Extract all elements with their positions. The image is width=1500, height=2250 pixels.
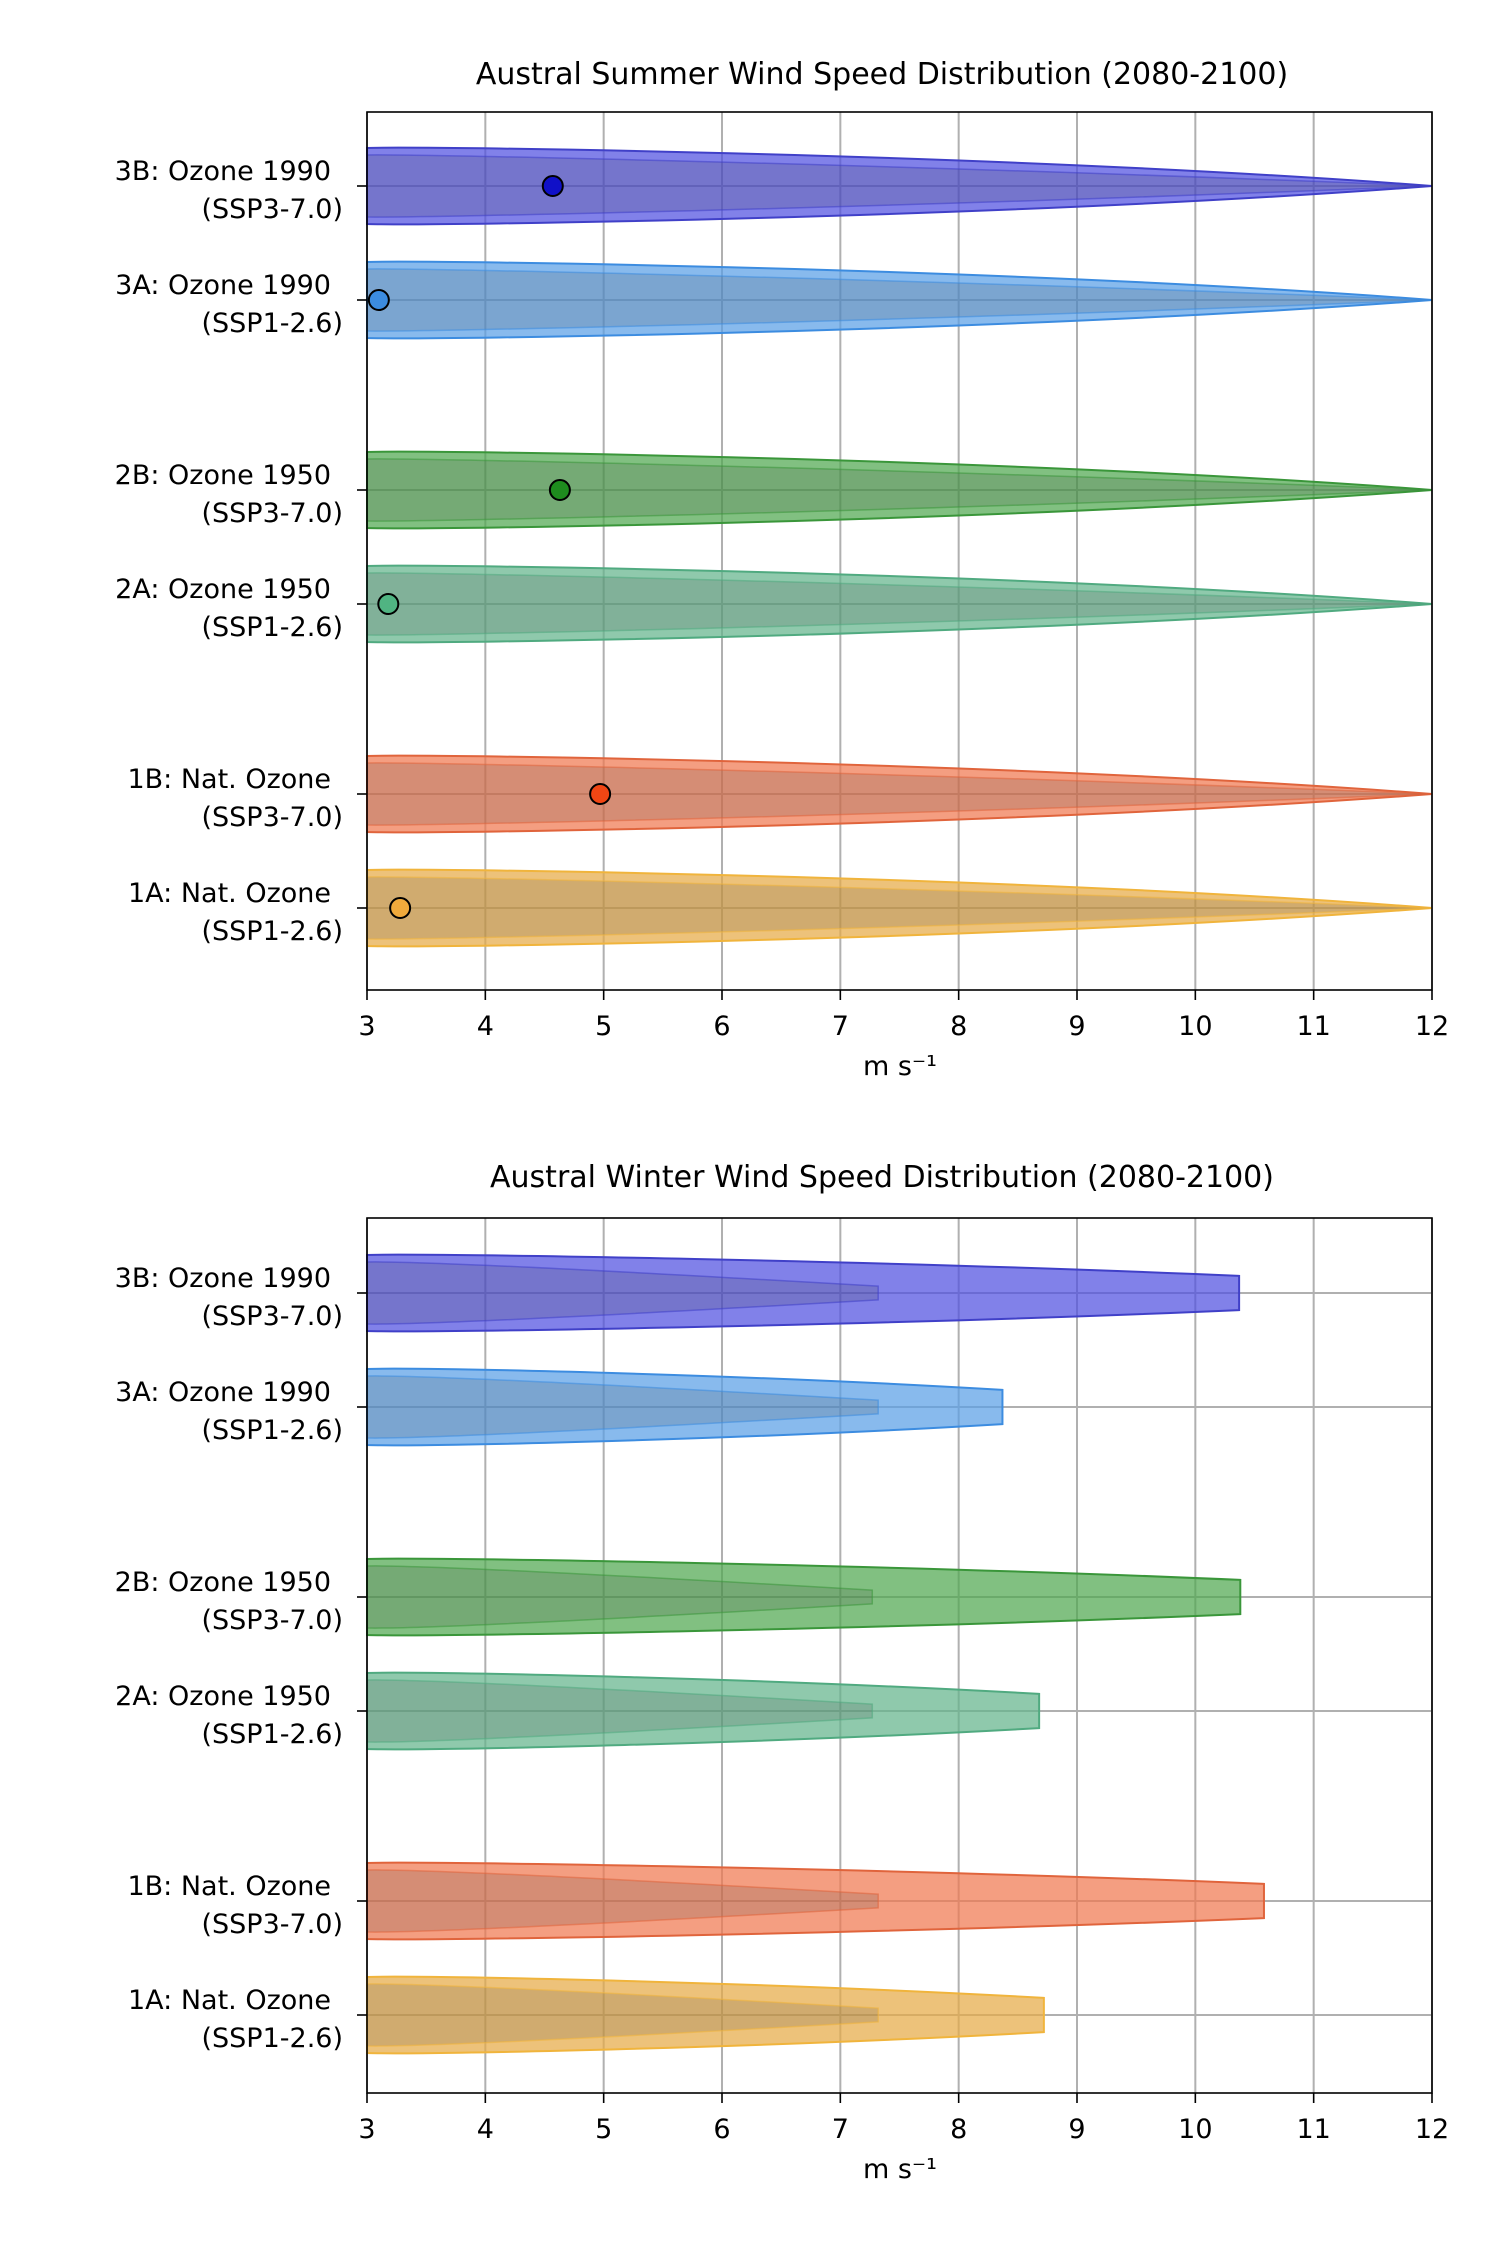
row-label-scenario: (SSP3-7.0) — [202, 498, 344, 529]
summer-title: Austral Summer Wind Speed Distribution (… — [476, 57, 1288, 92]
violin-outer-body — [366, 1975, 1045, 2055]
x-tick-label: 4 — [477, 1011, 494, 1042]
row-label: 3A: Ozone 1990 — [115, 1377, 331, 1408]
x-tick-label: 12 — [1415, 2114, 1449, 2145]
row-label-scenario: (SSP1-2.6) — [202, 916, 344, 947]
row-label: 1A: Nat. Ozone — [128, 878, 331, 909]
row-label-scenario: (SSP3-7.0) — [202, 1301, 344, 1332]
violin-0 — [366, 146, 1433, 226]
mean-marker — [377, 593, 400, 615]
grid — [366, 112, 1433, 990]
mean-marker — [367, 289, 390, 311]
row-label: 2B: Ozone 1950 — [115, 1567, 331, 1598]
violin-outer-body — [366, 1861, 1265, 1941]
summer-panel: Austral Summer Wind Speed Distribution (… — [115, 57, 1450, 1082]
row-label: 2A: Ozone 1950 — [115, 1681, 331, 1712]
violin-5 — [366, 868, 1433, 948]
x-tick-label: 7 — [832, 1011, 849, 1042]
x-tick-label: 8 — [950, 2114, 967, 2145]
x-tick-label: 5 — [595, 1011, 612, 1042]
violin-outer-body — [366, 1557, 1242, 1637]
violin-1 — [366, 1367, 1004, 1447]
violin-2 — [366, 1557, 1242, 1637]
summer-x-axis-label: m s⁻¹ — [863, 1051, 937, 1082]
row-label: 2B: Ozone 1950 — [115, 460, 331, 491]
row-label-scenario: (SSP1-2.6) — [202, 1719, 344, 1750]
x-tick-label: 12 — [1415, 1011, 1449, 1042]
violin-inner-body — [366, 1375, 879, 1439]
x-tick-label: 8 — [950, 1011, 967, 1042]
row-label-scenario: (SSP3-7.0) — [202, 1605, 344, 1636]
violin-inner-body — [366, 1261, 879, 1325]
row-label-scenario: (SSP1-2.6) — [202, 1415, 344, 1446]
row-label-scenario: (SSP3-7.0) — [202, 802, 344, 833]
x-tick-label: 6 — [713, 1011, 730, 1042]
x-tick-label: 9 — [1068, 1011, 1085, 1042]
mean-marker — [548, 479, 571, 501]
winter-x-axis-label: m s⁻¹ — [863, 2154, 937, 2185]
violin-5 — [366, 1975, 1045, 2055]
violin-inner-body — [366, 1983, 879, 2047]
grid — [366, 1218, 1433, 2093]
violin-4 — [366, 1861, 1265, 1941]
violin-outer-body — [366, 1367, 1004, 1447]
x-tick-label: 10 — [1178, 1011, 1212, 1042]
x-tick-label: 9 — [1068, 2114, 1085, 2145]
violin-1 — [366, 260, 1433, 340]
x-tick-label: 11 — [1296, 2114, 1330, 2145]
plot-frame — [366, 1217, 1433, 2094]
violin-inner-body — [366, 1679, 874, 1743]
winter-panel: Austral Winter Wind Speed Distribution (… — [115, 1160, 1450, 2185]
row-label: 2A: Ozone 1950 — [115, 574, 331, 605]
mean-marker — [389, 897, 412, 919]
row-label-scenario: (SSP1-2.6) — [202, 612, 344, 643]
mean-marker — [589, 783, 612, 805]
x-tick-label: 4 — [477, 2114, 494, 2145]
row-label: 1A: Nat. Ozone — [128, 1985, 331, 2016]
violin-outer-body — [366, 1671, 1041, 1751]
plot-frame — [366, 111, 1433, 991]
winter-title: Austral Winter Wind Speed Distribution (… — [490, 1160, 1274, 1195]
x-tick-label: 11 — [1296, 1011, 1330, 1042]
row-label-scenario: (SSP1-2.6) — [202, 2023, 344, 2054]
row-label: 1B: Nat. Ozone — [127, 764, 331, 795]
row-label: 1B: Nat. Ozone — [127, 1871, 331, 1902]
violin-inner-body — [366, 1869, 879, 1933]
violin-inner-body — [366, 1565, 874, 1629]
violin-3 — [366, 1671, 1041, 1751]
violin-3 — [366, 564, 1433, 644]
row-label: 3B: Ozone 1990 — [115, 1263, 331, 1294]
x-tick-label: 5 — [595, 2114, 612, 2145]
violin-outer-body — [366, 1253, 1241, 1333]
x-tick-label: 3 — [358, 2114, 375, 2145]
x-tick-label: 3 — [358, 1011, 375, 1042]
row-label: 3A: Ozone 1990 — [115, 270, 331, 301]
row-label-scenario: (SSP3-7.0) — [202, 1909, 344, 1940]
x-tick-label: 7 — [832, 2114, 849, 2145]
mean-marker — [541, 175, 564, 197]
row-label-scenario: (SSP3-7.0) — [202, 194, 344, 225]
row-label: 3B: Ozone 1990 — [115, 156, 331, 187]
x-tick-label: 6 — [713, 2114, 730, 2145]
x-tick-label: 10 — [1178, 2114, 1212, 2145]
violin-0 — [366, 1253, 1241, 1333]
violin-2 — [366, 450, 1433, 530]
violin-4 — [366, 754, 1433, 834]
row-label-scenario: (SSP1-2.6) — [202, 308, 344, 339]
